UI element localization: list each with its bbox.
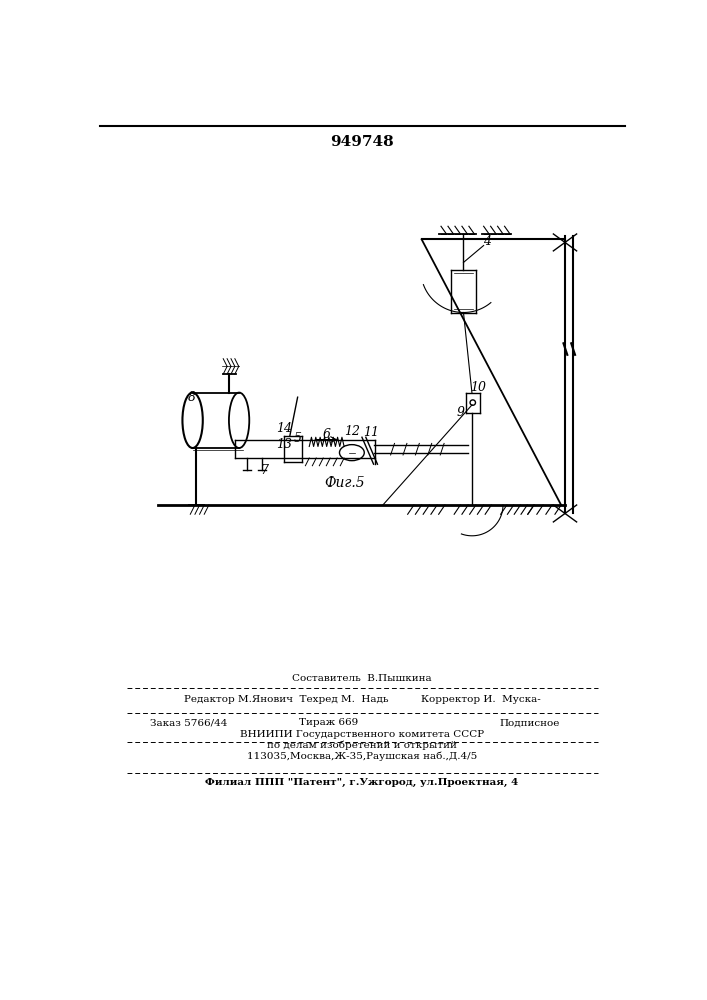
Text: Составитель  В.Пышкина: Составитель В.Пышкина — [292, 674, 432, 683]
Text: 9: 9 — [457, 406, 464, 419]
Text: 949748: 949748 — [330, 135, 394, 149]
Text: Фиг.5: Фиг.5 — [324, 476, 364, 490]
Text: 14: 14 — [276, 422, 293, 434]
Text: 13: 13 — [276, 438, 293, 451]
Text: 7: 7 — [260, 464, 268, 477]
Text: Редактор М.Янович  Техред М.  Надь          Корректор И.  Муска-: Редактор М.Янович Техред М. Надь Коррект… — [184, 695, 540, 704]
Text: 5: 5 — [293, 432, 302, 445]
Text: ВНИИПИ Государственного комитета СССР: ВНИИПИ Государственного комитета СССР — [240, 730, 484, 739]
Text: 10: 10 — [470, 381, 486, 394]
Text: 4: 4 — [483, 235, 491, 248]
Text: 12: 12 — [344, 425, 360, 438]
Text: 6: 6 — [322, 428, 330, 441]
Text: Тираж 669: Тираж 669 — [299, 718, 358, 727]
Text: по делам изобретений и открытий: по делам изобретений и открытий — [267, 740, 457, 750]
Text: 8: 8 — [188, 391, 197, 404]
Text: Филиал ППП "Патент", г.Ужгород, ул.Проектная, 4: Филиал ППП "Патент", г.Ужгород, ул.Проек… — [205, 778, 518, 787]
Text: 113035,Москва,Ж-35,Раушская наб.,Д.4/5: 113035,Москва,Ж-35,Раушская наб.,Д.4/5 — [247, 751, 477, 761]
Text: Заказ 5766/44: Заказ 5766/44 — [151, 718, 228, 727]
Text: Подписное: Подписное — [500, 718, 561, 727]
Text: 11: 11 — [363, 426, 379, 439]
